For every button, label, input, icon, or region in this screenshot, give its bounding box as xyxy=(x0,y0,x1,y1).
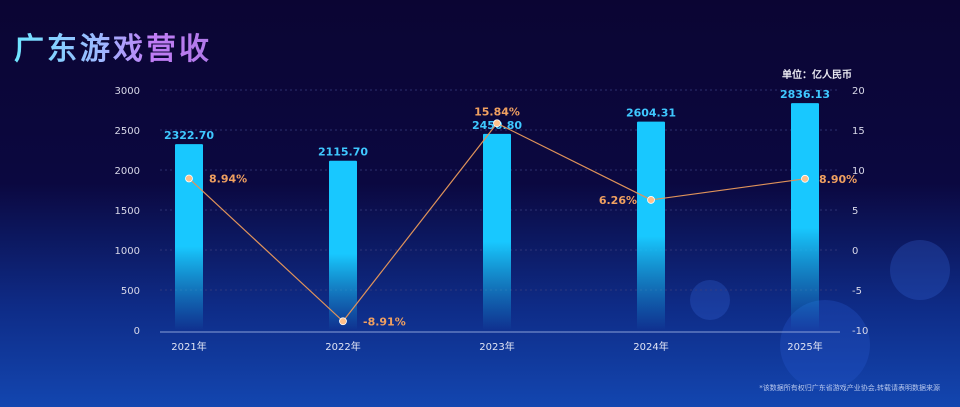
x-tick-label: 2021年 xyxy=(171,340,206,353)
bar xyxy=(329,160,357,330)
y-left-tick-label: 0 xyxy=(134,326,140,337)
x-tick-label: 2022年 xyxy=(325,340,360,353)
y-left-tick-label: 1000 xyxy=(115,246,140,257)
y-right-tick-label: 5 xyxy=(852,206,858,217)
y-left-tick-label: 2000 xyxy=(115,166,140,177)
bar xyxy=(791,103,819,331)
bar-value-label: 2115.70 xyxy=(318,146,368,159)
line-point xyxy=(185,174,193,183)
y-left-tick-label: 500 xyxy=(121,286,140,297)
y-right-tick-label: 10 xyxy=(852,166,865,177)
line-value-label: 6.26% xyxy=(599,194,637,207)
unit-label: 单位：亿人民币 xyxy=(782,70,852,81)
bar-value-label: 2836.13 xyxy=(780,88,830,101)
footnote: *该数据所有权归广东省游戏产业协会,转载请表明数据来源 xyxy=(759,384,940,392)
y-right-tick-label: 20 xyxy=(852,86,865,97)
chart-title: 广东游戏营收 xyxy=(14,24,212,68)
x-tick-label: 2023年 xyxy=(479,340,514,353)
y-right-tick-label: -10 xyxy=(852,326,868,337)
y-right-tick-label: 15 xyxy=(852,126,865,137)
bg-glow xyxy=(690,280,730,320)
bar xyxy=(637,121,665,330)
y-left-tick-label: 2500 xyxy=(115,126,140,137)
x-tick-label: 2025年 xyxy=(787,340,822,353)
x-tick-label: 2024年 xyxy=(633,340,668,353)
line-value-label: -8.91% xyxy=(363,315,406,328)
bg-glow xyxy=(890,240,950,300)
line-point xyxy=(801,174,809,183)
bar-value-label: 2604.31 xyxy=(626,107,676,120)
line-value-label: 8.94% xyxy=(209,172,247,185)
line-value-label: 15.84% xyxy=(474,105,520,118)
line-value-label: 8.90% xyxy=(819,173,857,186)
line-point xyxy=(493,119,501,128)
line-point xyxy=(647,196,655,204)
bar-value-label: 2322.70 xyxy=(164,129,214,142)
y-right-tick-label: 0 xyxy=(852,246,858,257)
bar xyxy=(483,133,511,330)
bar xyxy=(175,144,203,330)
y-left-tick-label: 1500 xyxy=(115,206,140,217)
y-left-tick-label: 3000 xyxy=(115,86,140,97)
line-point xyxy=(339,317,347,326)
y-right-tick-label: -5 xyxy=(852,286,862,297)
